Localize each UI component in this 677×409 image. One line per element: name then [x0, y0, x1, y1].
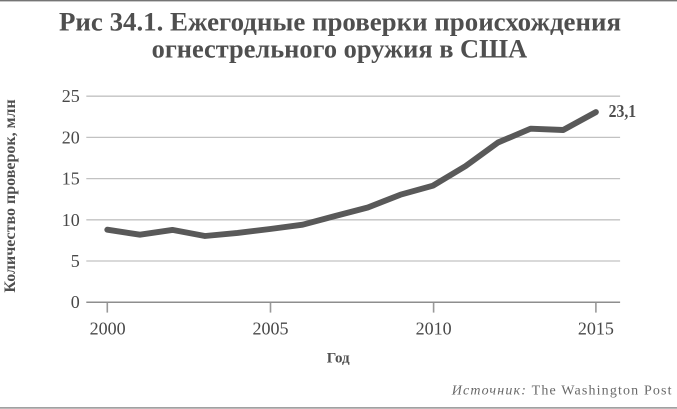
- svg-text:огнестрельного оружия в США: огнестрельного оружия в США: [152, 34, 528, 64]
- svg-text:25: 25: [62, 86, 80, 106]
- svg-text:15: 15: [62, 169, 80, 189]
- svg-text:2010: 2010: [416, 319, 452, 339]
- svg-text:0: 0: [71, 292, 80, 312]
- svg-text:2015: 2015: [578, 319, 614, 339]
- svg-text:Год: Год: [327, 351, 350, 367]
- svg-text:23,1: 23,1: [609, 101, 637, 121]
- svg-text:2000: 2000: [90, 319, 126, 339]
- svg-text:Рис 34.1. Ежегодные проверки п: Рис 34.1. Ежегодные проверки происхожден…: [59, 7, 621, 37]
- svg-text:Источник: The Washington Post: Источник: The Washington Post: [451, 384, 673, 399]
- svg-text:20: 20: [62, 127, 80, 147]
- svg-text:10: 10: [62, 210, 80, 230]
- svg-text:Количество проверок, млн: Количество проверок, млн: [2, 99, 19, 292]
- svg-text:5: 5: [71, 251, 80, 271]
- svg-text:2005: 2005: [253, 319, 289, 339]
